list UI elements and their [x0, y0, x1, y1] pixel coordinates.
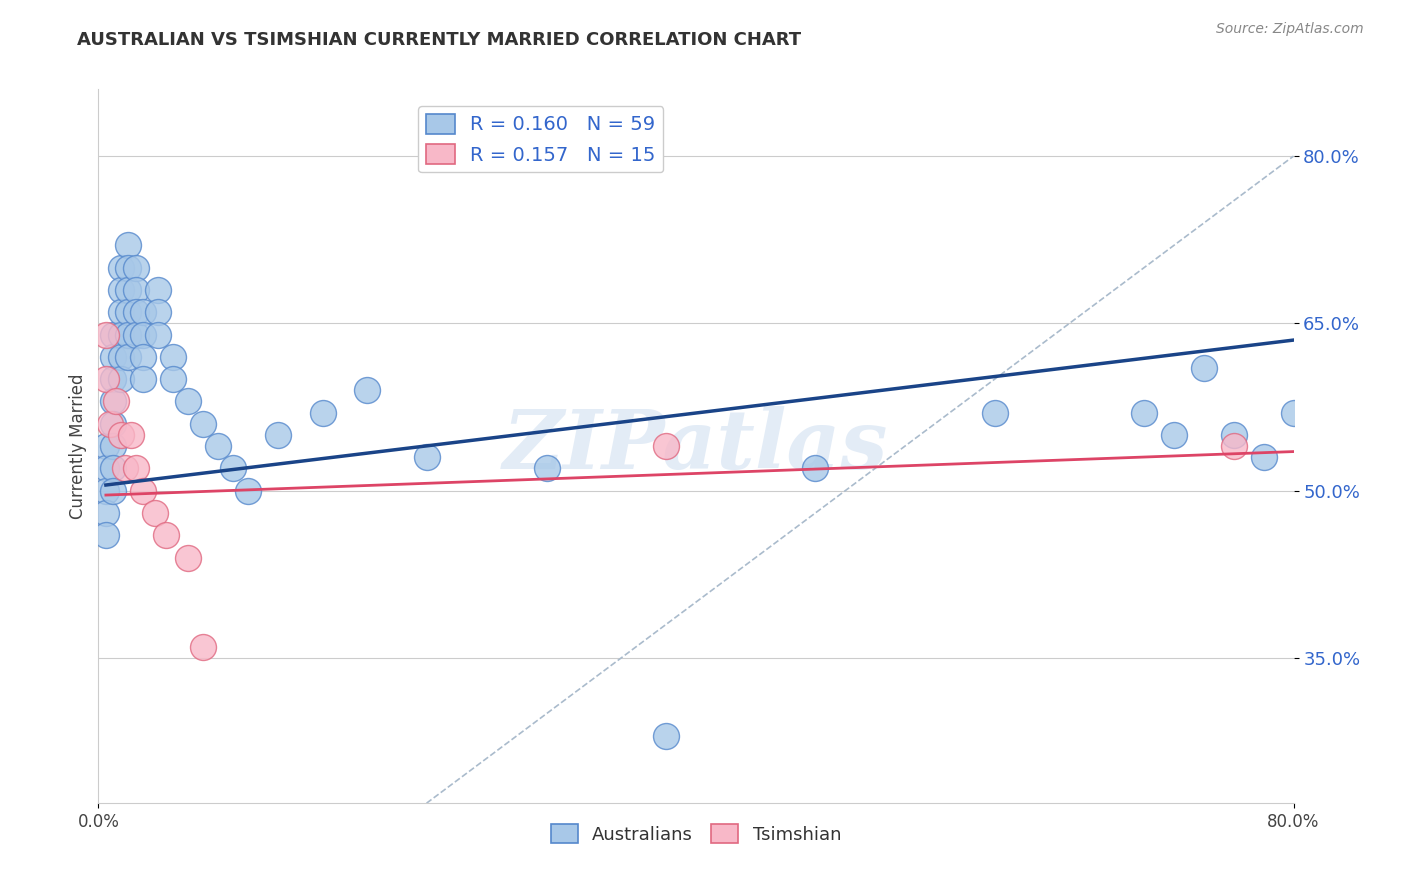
Point [94, 461, 117, 475]
Point [191, 417, 214, 431]
Point [117, 260, 139, 275]
Point [117, 327, 139, 342]
Point [143, 506, 166, 520]
Point [94, 372, 117, 386]
Point [267, 427, 290, 442]
Point [110, 327, 132, 342]
Point [1282, 405, 1305, 420]
Point [1343, 405, 1365, 420]
Point [110, 283, 132, 297]
Point [311, 405, 333, 420]
Point [655, 729, 678, 743]
Point [177, 394, 200, 409]
Point [117, 305, 139, 319]
Point [110, 350, 132, 364]
Point [125, 461, 148, 475]
Point [117, 350, 139, 364]
Point [162, 372, 184, 386]
Point [98, 417, 122, 431]
Point [94, 327, 117, 342]
Point [148, 305, 170, 319]
Point [125, 283, 148, 297]
Point [536, 461, 558, 475]
Point [110, 427, 132, 442]
Point [94, 439, 117, 453]
Point [1253, 450, 1275, 464]
Point [103, 439, 125, 453]
Point [655, 439, 678, 453]
Point [125, 260, 148, 275]
Point [1163, 427, 1185, 442]
Point [236, 483, 259, 498]
Point [1223, 439, 1246, 453]
Point [1192, 361, 1215, 376]
Point [103, 327, 125, 342]
Point [804, 461, 827, 475]
Point [132, 305, 155, 319]
Point [177, 550, 200, 565]
Point [162, 350, 184, 364]
Point [984, 405, 1007, 420]
Point [155, 528, 177, 542]
Text: ZIPatlas: ZIPatlas [503, 406, 889, 486]
Point [103, 483, 125, 498]
Text: AUSTRALIAN VS TSIMSHIAN CURRENTLY MARRIED CORRELATION CHART: AUSTRALIAN VS TSIMSHIAN CURRENTLY MARRIE… [77, 31, 801, 49]
Point [222, 461, 245, 475]
Point [110, 372, 132, 386]
Point [103, 394, 125, 409]
Point [114, 461, 136, 475]
Point [110, 260, 132, 275]
Point [94, 528, 117, 542]
Point [103, 372, 125, 386]
Text: Source: ZipAtlas.com: Source: ZipAtlas.com [1216, 22, 1364, 37]
Point [125, 327, 148, 342]
Point [105, 394, 128, 409]
Point [110, 305, 132, 319]
Point [148, 327, 170, 342]
Point [103, 350, 125, 364]
Point [132, 372, 155, 386]
Point [103, 461, 125, 475]
Legend: Australians, Tsimshian: Australians, Tsimshian [544, 817, 848, 851]
Point [416, 450, 439, 464]
Point [1223, 427, 1246, 442]
Point [1133, 405, 1156, 420]
Point [120, 427, 142, 442]
Point [125, 305, 148, 319]
Point [132, 350, 155, 364]
Point [117, 283, 139, 297]
Point [117, 238, 139, 252]
Y-axis label: Currently Married: Currently Married [69, 373, 87, 519]
Point [191, 640, 214, 654]
Point [132, 483, 155, 498]
Point [94, 506, 117, 520]
Point [103, 417, 125, 431]
Point [207, 439, 229, 453]
Point [1312, 427, 1334, 442]
Point [94, 483, 117, 498]
Point [132, 327, 155, 342]
Point [356, 384, 378, 398]
Point [148, 283, 170, 297]
